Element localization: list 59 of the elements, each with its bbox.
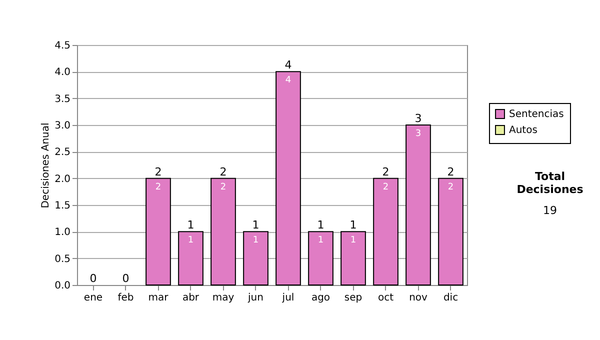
bar xyxy=(178,231,204,286)
y-tick-label: 2.0 xyxy=(54,174,70,185)
y-tick-label: 1.5 xyxy=(54,200,70,212)
x-tick-label: oct xyxy=(378,292,394,304)
data-label: 2 xyxy=(382,182,389,192)
data-label: 1 xyxy=(252,236,259,246)
total-label: 2 xyxy=(220,165,227,178)
legend-label: Autos xyxy=(509,125,538,136)
data-label: 1 xyxy=(318,236,324,246)
y-tick-label: 4.5 xyxy=(54,40,70,52)
total-label: 2 xyxy=(154,165,162,178)
x-tick-label: feb xyxy=(118,292,134,304)
data-label: 2 xyxy=(155,182,162,192)
bar xyxy=(146,178,171,286)
bar xyxy=(276,71,301,286)
legend-label: Sentencias xyxy=(509,109,564,120)
total-label: 2 xyxy=(382,165,390,178)
x-tick-label: ene xyxy=(84,292,103,304)
y-tick-label: 3.5 xyxy=(54,94,70,105)
y-tick-label: 0.5 xyxy=(54,254,70,265)
total-label: 3 xyxy=(414,112,422,125)
total-label: 1 xyxy=(252,218,260,232)
bar xyxy=(243,231,268,286)
total-label: 0 xyxy=(90,272,97,285)
x-tick-label: nov xyxy=(409,292,428,304)
x-tick-label: mar xyxy=(148,292,170,304)
total-label: 0 xyxy=(122,272,130,285)
data-label: 4 xyxy=(285,76,292,86)
x-tick-label: jul xyxy=(281,292,294,304)
data-label: 3 xyxy=(415,129,422,139)
x-tick-label: jun xyxy=(247,292,264,304)
x-tick-label: abr xyxy=(182,292,200,304)
x-tick-label: ago xyxy=(311,292,330,304)
text: 19 xyxy=(542,204,558,217)
data-label: 2 xyxy=(220,182,226,192)
y-axis-title: Decisiones Anual xyxy=(40,122,52,208)
y-tick-label: 2.5 xyxy=(54,147,70,158)
total-label: 2 xyxy=(447,165,454,178)
total-label: 4 xyxy=(284,58,292,72)
total-label: 1 xyxy=(317,218,324,232)
y-tick-label: 1.0 xyxy=(54,227,70,238)
data-label: 1 xyxy=(188,236,194,246)
total-label: 1 xyxy=(187,218,194,232)
x-tick-label: sep xyxy=(344,292,362,304)
y-tick-label: 0.0 xyxy=(54,280,70,292)
data-label: 1 xyxy=(350,236,356,246)
y-tick-label: 4.0 xyxy=(54,67,70,78)
bar xyxy=(406,124,431,286)
y-tick-label: 3.0 xyxy=(54,120,70,132)
x-tick-label: may xyxy=(212,292,234,304)
text: Total Decisiones xyxy=(516,170,584,196)
bar xyxy=(210,178,236,286)
bar xyxy=(373,178,398,286)
bar xyxy=(438,178,464,286)
total-label: 1 xyxy=(350,218,357,232)
data-label: 2 xyxy=(448,182,454,192)
bar xyxy=(308,231,334,286)
x-tick-label: dic xyxy=(443,292,458,304)
bar xyxy=(340,231,366,286)
